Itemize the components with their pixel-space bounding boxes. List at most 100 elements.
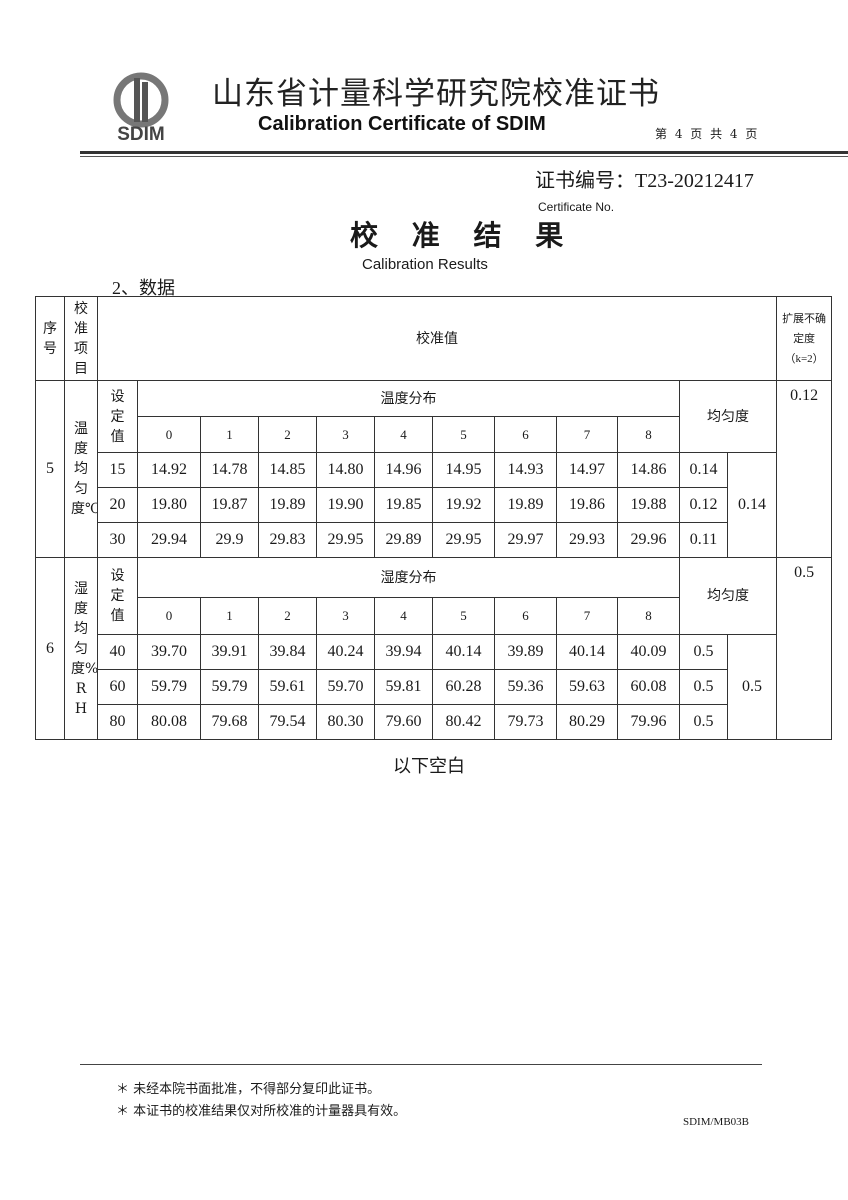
point-header: 3 — [316, 597, 375, 635]
group-item: 温度均匀度℃ — [64, 380, 98, 558]
row-uniformity-cell: 0.14 — [679, 452, 728, 488]
overall-uniformity-cell: 0.5 — [726, 634, 778, 740]
uniformity-header: 均匀度 — [678, 557, 778, 635]
point-header: 4 — [374, 416, 433, 453]
point-header: 1 — [200, 416, 259, 453]
measurement-cell: 80.29 — [556, 704, 618, 740]
institute-title: 山东省计量科学研究院校准证书 — [212, 76, 660, 112]
group-item: 湿度均匀度%RH — [64, 557, 98, 740]
certificate-number: 证书编号：T23-20212417 — [535, 170, 754, 192]
header-item: 校准项目 — [64, 296, 98, 381]
header-value: 校准值 — [96, 296, 778, 381]
measurement-cell: 59.36 — [494, 669, 557, 705]
setpoint-cell: 40 — [97, 634, 138, 670]
measurement-cell: 80.30 — [316, 704, 375, 740]
results-title-en: Calibration Results — [362, 256, 488, 273]
certificate-title-en: Calibration Certificate of SDIM — [258, 113, 546, 135]
results-title: 校 准 结 果 — [350, 219, 576, 252]
table-row: 60 59.79 59.79 59.61 59.70 59.81 60.28 59.36 59.… — [36, 669, 832, 705]
point-header: 0 — [137, 416, 201, 453]
measurement-cell: 60.28 — [432, 669, 495, 705]
uniformity-header: 均匀度 — [678, 380, 778, 453]
point-header: 5 — [432, 416, 495, 453]
form-code: SDIM/MB03B — [683, 1116, 750, 1128]
measurement-cell: 59.79 — [200, 669, 259, 705]
group-uncertainty: 0.12 — [776, 380, 833, 558]
header-seq: 序号 — [35, 296, 65, 381]
section-heading: 2、数据 — [112, 278, 175, 298]
setpoint-cell: 20 — [97, 487, 138, 523]
point-header: 7 — [556, 416, 618, 453]
table-row: 20 19.80 19.87 19.89 19.90 19.85 19.92 19.89 19.… — [36, 487, 832, 523]
setpoint-header: 设定值 — [97, 380, 138, 453]
point-header: 6 — [494, 416, 557, 453]
measurement-cell: 79.96 — [617, 704, 680, 740]
measurement-cell: 80.42 — [432, 704, 495, 740]
measurement-cell: 59.61 — [258, 669, 317, 705]
group-header-row: 6 湿度均匀度%RH 设定值 湿度分布 均匀度 0.5 — [35, 557, 833, 740]
measurement-cell: 79.68 — [200, 704, 259, 740]
measurement-cell: 40.09 — [617, 634, 680, 670]
point-header: 8 — [617, 416, 680, 453]
measurement-cell: 39.91 — [200, 634, 259, 670]
measurement-cell: 29.97 — [494, 522, 557, 558]
measurement-cell: 59.81 — [374, 669, 433, 705]
measurement-cell: 39.70 — [137, 634, 201, 670]
table-row: 15 14.92 14.78 14.85 14.80 14.96 14.95 14.93 14.… — [36, 452, 832, 558]
measurement-cell: 19.87 — [200, 487, 259, 523]
table-row: 80 80.08 79.68 79.54 80.30 79.60 80.42 79.73 80.… — [36, 704, 832, 740]
measurement-cell: 29.96 — [617, 522, 680, 558]
group-seq: 6 — [35, 557, 65, 740]
measurement-cell: 60.08 — [617, 669, 680, 705]
measurement-cell: 39.94 — [374, 634, 433, 670]
measurement-cell: 59.63 — [556, 669, 618, 705]
point-header: 4 — [374, 597, 433, 635]
point-header: 2 — [258, 597, 317, 635]
row-uniformity-cell: 0.5 — [679, 704, 728, 740]
distribution-header: 湿度分布 — [137, 557, 680, 598]
measurement-cell: 29.93 — [556, 522, 618, 558]
overall-uniformity-cell: 0.14 — [726, 452, 778, 558]
blank-below-note: 以下空白 — [393, 756, 465, 777]
measurement-cell: 29.9 — [200, 522, 259, 558]
measurement-cell: 14.93 — [494, 452, 557, 488]
measurement-cell: 29.83 — [258, 522, 317, 558]
measurement-cell: 59.70 — [316, 669, 375, 705]
point-header: 5 — [432, 597, 495, 635]
footer-note: ＊ 未经本院书面批准，不得部分复印此证书。 — [116, 1082, 381, 1097]
table-row: 30 29.94 29.9 29.83 29.95 29.89 29.95 29.97 29.9… — [36, 522, 832, 558]
row-uniformity-cell: 0.11 — [679, 522, 728, 558]
calibration-table: 序号 校准项目 校准值 扩展不确定度（k=2） 5温度均匀度℃设定值温度分布均匀… — [35, 296, 833, 740]
measurement-cell: 14.85 — [258, 452, 317, 488]
setpoint-cell: 15 — [97, 452, 138, 488]
measurement-cell: 29.89 — [374, 522, 433, 558]
distribution-header: 温度分布 — [137, 380, 680, 417]
measurement-cell: 59.79 — [137, 669, 201, 705]
measurement-cell: 19.85 — [374, 487, 433, 523]
setpoint-header: 设定值 — [97, 557, 138, 635]
measurement-cell: 14.86 — [617, 452, 680, 488]
header-rule-thin — [80, 156, 848, 157]
svg-text:SDIM: SDIM — [117, 124, 165, 144]
row-uniformity-cell: 0.12 — [679, 487, 728, 523]
measurement-cell: 19.92 — [432, 487, 495, 523]
table-row: 40 39.70 39.91 39.84 40.24 39.94 40.14 39.89 40.… — [36, 634, 832, 740]
measurement-cell: 14.78 — [200, 452, 259, 488]
measurement-cell: 19.86 — [556, 487, 618, 523]
point-header: 0 — [137, 597, 201, 635]
measurement-cell: 29.94 — [137, 522, 201, 558]
measurement-cell: 19.89 — [258, 487, 317, 523]
measurement-cell: 19.88 — [617, 487, 680, 523]
row-uniformity-cell: 0.5 — [679, 669, 728, 705]
group-uncertainty: 0.5 — [776, 557, 833, 740]
measurement-cell: 19.90 — [316, 487, 375, 523]
page-info: 第 4 页 共 4 页 — [655, 127, 760, 141]
header-uncertainty: 扩展不确定度（k=2） — [776, 296, 833, 381]
measurement-cell: 40.14 — [556, 634, 618, 670]
measurement-cell: 79.73 — [494, 704, 557, 740]
setpoint-cell: 80 — [97, 704, 138, 740]
point-header: 7 — [556, 597, 618, 635]
measurement-cell: 79.60 — [374, 704, 433, 740]
point-header: 8 — [617, 597, 680, 635]
